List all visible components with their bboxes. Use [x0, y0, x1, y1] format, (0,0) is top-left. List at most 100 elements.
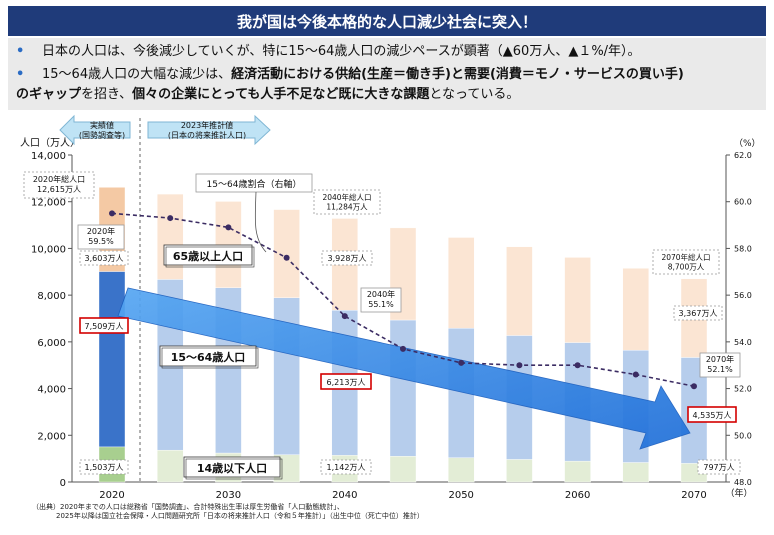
y-tick-label: 0 [60, 478, 66, 489]
projection-header-text-line-2: (日本の将来推計人口) [168, 130, 246, 140]
ratio-2020-label-line-2: 59.5% [88, 237, 114, 246]
bar-2025-old [156, 193, 184, 280]
y-tick-label: 12,000 [31, 198, 66, 209]
ratio-2020-box [77, 224, 125, 250]
ratio-2040-label-line-1: 2040年 [367, 289, 395, 299]
bullet-2-line1: 15～64歳人口の大幅な減少は、経済活動における供給(生産＝働き手)と需要(消費… [42, 65, 684, 85]
x-tick-label: 2030 [216, 490, 241, 501]
work-2020-label: 7,509万人 [85, 322, 124, 331]
bar-2060-child [564, 460, 591, 483]
bar-2025-child [156, 449, 184, 483]
bar-2055-old [506, 246, 533, 336]
work-2020-box [79, 317, 129, 334]
work-2040-box [320, 373, 372, 390]
bar-2060-old [564, 257, 591, 343]
x-tick-label: 2060 [565, 490, 590, 501]
actual-header-text-line-1: 実績値 [90, 120, 114, 130]
bullet-2-part-d: を招き、 [81, 87, 133, 102]
source-line-2: 2025年以降は国立社会保障・人口問題研究所「日本の将来推計人口（令和５年推計）… [56, 512, 424, 520]
y2-tick-label: 52.0 [734, 385, 752, 394]
ratio-2070-label-line-1: 2070年 [706, 354, 734, 364]
total-2070-label-line-2: 8,700万人 [668, 263, 705, 272]
legend-work-box [159, 345, 257, 367]
ratio-2040-box [360, 287, 402, 313]
child-2070-box [697, 459, 741, 475]
projection-header-text-line-1: 2023年推計値 [181, 120, 233, 130]
child-2040-box [320, 459, 372, 475]
ratio-name-label: 15～64歳割合（右軸） [207, 178, 302, 190]
total-2040-label-line-2: 11,284万人 [326, 203, 368, 212]
ratio-point-2040 [341, 313, 348, 320]
bullet-list: • 日本の人口は、今後減少していくが、特に15～64歳人口の減少ペースが顕著（▲… [8, 38, 766, 110]
bullet-2-part-e: 個々の企業にとっても人手不足など既に大きな課題 [132, 87, 430, 102]
ratio-2040-label-line-2: 55.1% [368, 300, 394, 309]
y2-axis-title: （%） [734, 138, 761, 149]
ratio-2020-label-line-1: 2020年 [87, 226, 115, 236]
old-2070-box [673, 305, 723, 321]
ratio-point-2065 [632, 371, 639, 378]
bar-2050-child [448, 457, 475, 483]
y2-tick-label: 54.0 [734, 338, 752, 347]
ratio-point-2020 [109, 210, 115, 217]
ratio-name-pointer [254, 191, 267, 253]
y2-tick-label: 56.0 [734, 291, 752, 300]
legend-old-shadow [165, 246, 255, 268]
total-2070-label-line-1: 2070年総人口 [661, 252, 710, 262]
x-axis-title: （年） [725, 487, 752, 499]
y-axis-title: 人口（万人） [20, 137, 80, 149]
bar-2050-old [448, 237, 475, 329]
ratio-point-2055 [516, 362, 523, 369]
ratio-point-2060 [574, 362, 581, 369]
bar-2035-old [273, 209, 300, 298]
child-2040-label: 1,142万人 [327, 463, 366, 472]
y-tick-label: 14,000 [31, 151, 66, 162]
old-2040-box [321, 250, 373, 266]
legend-old-label: 65歳以上人口 [173, 249, 243, 263]
x-tick-label: 2050 [448, 490, 473, 501]
work-2040-label: 6,213万人 [327, 378, 366, 387]
source-note: （出典）2020年までの人口は総務省「国勢調査」、合計特殊出生率は厚生労働省「人… [32, 503, 424, 521]
ratio-point-2045 [400, 345, 406, 352]
total-2020-label-line-2: 12,615万人 [37, 185, 81, 194]
y2-tick-label: 62.0 [734, 151, 752, 160]
actual-header-text-line-2: (国勢調査等) [79, 130, 125, 140]
bullet-2-part-b: 経済活動における供給(生産＝働き手)と需要(消費＝モノ・サービスの買い手) [231, 67, 684, 82]
y-tick-label: 4,000 [37, 385, 66, 396]
old-2020-box [79, 250, 129, 266]
bullet-1-marker: • [16, 44, 25, 59]
decline-arrow [117, 287, 691, 450]
ratio-2070-label-line-2: 52.1% [707, 365, 733, 374]
y2-tick-label: 58.0 [734, 244, 752, 253]
y2-tick-label: 48.0 [734, 478, 752, 487]
legend-child-shadow [185, 458, 283, 480]
bar-2030-old [215, 201, 242, 288]
legend-work-shadow [161, 347, 259, 369]
y2-tick-label: 50.0 [734, 431, 752, 440]
work-2070-label: 4,535万人 [693, 411, 732, 420]
y-tick-label: 6,000 [37, 338, 66, 349]
bullet-1-text: 日本の人口は、今後減少していくが、特に15～64歳人口の減少ペースが顕著（▲60… [42, 44, 641, 59]
child-2020-box [79, 459, 129, 475]
child-2020-label: 1,503万人 [85, 463, 124, 472]
bullet-2-part-a: 15～64歳人口の大幅な減少は、 [42, 67, 232, 82]
total-2020-label-line-1: 2020年総人口 [33, 174, 85, 184]
bar-2045-work [389, 319, 417, 457]
page-title-banner: 我が国は今後本格的な人口減少社会に突入！ [8, 6, 766, 36]
ratio-name-box [195, 173, 313, 193]
y-tick-label: 2,000 [37, 431, 66, 442]
ratio-point-2035 [283, 254, 290, 261]
x-tick-label: 2040 [332, 490, 357, 501]
legend-child-box [183, 456, 281, 478]
bar-2020-work [98, 271, 126, 448]
legend-child-label: 14歳以下人口 [197, 461, 267, 475]
total-2040-label-line-1: 2040年総人口 [322, 192, 371, 202]
bullet-2-part-f: となっている。 [429, 87, 520, 102]
old-2040-label: 3,928万人 [328, 254, 367, 263]
child-2070-label: 797万人 [703, 463, 734, 472]
ratio-2070-box [699, 352, 741, 378]
work-2070-box [687, 406, 737, 423]
projection-header-arrow [147, 114, 271, 146]
total-2020-box [23, 171, 95, 199]
bar-2045-child [389, 456, 417, 483]
bar-2065-old [622, 268, 649, 351]
